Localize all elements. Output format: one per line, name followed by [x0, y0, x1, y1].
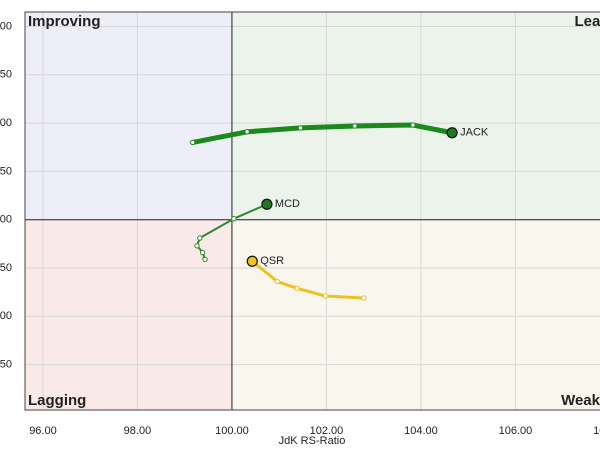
tail-point [294, 285, 300, 291]
y-tick-label: 99.00 [0, 310, 12, 322]
quadrant-label: Improving [28, 13, 101, 30]
quadrant [25, 219, 232, 410]
tail-point [190, 139, 196, 146]
tail-point [231, 216, 237, 222]
quadrant [25, 12, 232, 220]
x-tick-label: 96.00 [29, 425, 57, 437]
y-tick-label: 101.00 [0, 117, 12, 129]
tail-point [322, 293, 329, 299]
tail-point [202, 256, 208, 263]
y-tick-label: 100.50 [0, 165, 12, 177]
quadrant [231, 12, 600, 220]
x-tick-label: 104.00 [404, 425, 438, 437]
quadrant-label: Leading [574, 13, 600, 30]
x-tick-label: 98.00 [124, 425, 152, 437]
quadrant [231, 219, 600, 410]
tail-point [352, 123, 358, 129]
tail-line [190, 122, 455, 145]
tail-point [197, 235, 203, 241]
tail-point [244, 129, 250, 135]
tail-point [297, 125, 304, 131]
x-tick-label: 102.00 [310, 425, 344, 437]
tail-point [361, 295, 367, 301]
head-point [446, 127, 458, 139]
plot-frame [24, 11, 600, 411]
head-point [261, 198, 273, 210]
tail-point [199, 249, 206, 256]
y-tick-label: 98.50 [0, 359, 12, 371]
y-tick-label: 102.00 [0, 20, 12, 32]
series-label: QSR [260, 255, 284, 267]
y-tick-label: 100.00 [0, 214, 12, 226]
series-label: JACK [460, 127, 489, 139]
head-point [246, 255, 258, 267]
x-tick-label: 108.00 [593, 425, 600, 437]
series-label: MCD [275, 198, 300, 210]
y-tick-label: 99.50 [0, 262, 12, 274]
y-tick-label: 101.50 [0, 69, 12, 81]
x-tick-label: 106.00 [499, 425, 533, 437]
x-axis-label: JdK RS-Ratio [279, 435, 346, 447]
quadrant-label: Lagging [28, 392, 86, 409]
tail-point [410, 122, 416, 128]
x-tick-label: 100.00 [215, 425, 249, 437]
tail-point [194, 243, 200, 249]
quadrant-label: Weakening [561, 392, 600, 409]
tail-point [274, 278, 281, 285]
